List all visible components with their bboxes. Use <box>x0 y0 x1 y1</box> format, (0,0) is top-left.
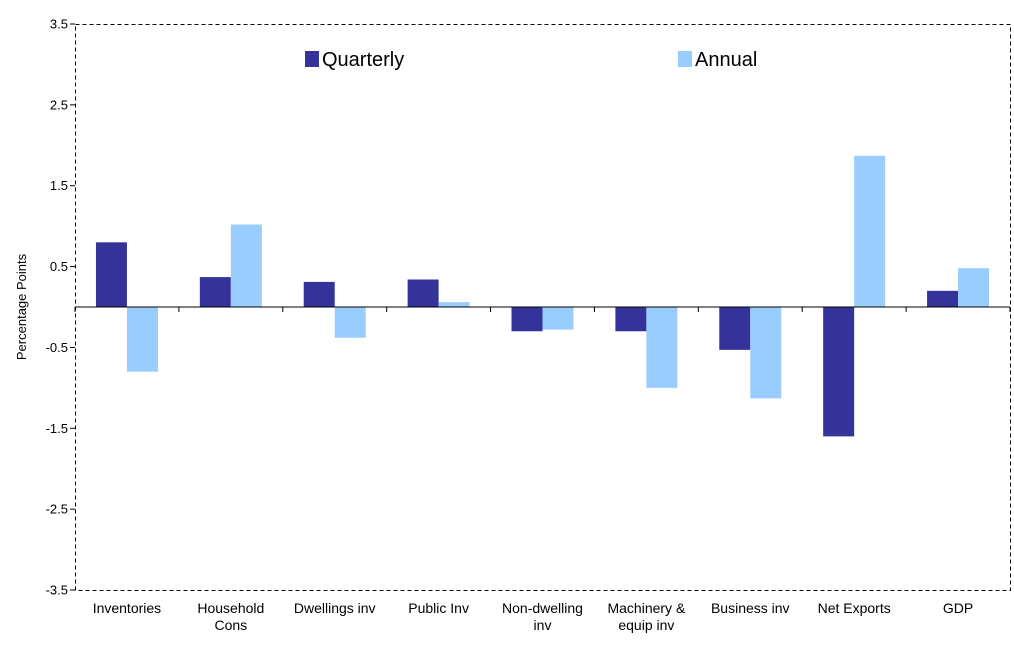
y-tick-label: 3.5 <box>50 17 68 32</box>
bar-quarterly-8 <box>927 290 959 307</box>
y-axis: 3.5 2.5 1.5 0.5 -0.5 -1.5 -2.5 -3.5 <box>46 17 75 598</box>
legend-swatch-quarterly <box>305 51 319 67</box>
bar-annual-0 <box>126 307 158 372</box>
bar-quarterly-2 <box>303 281 335 307</box>
x-tick-label: Inventories <box>93 600 161 616</box>
y-axis-label: Percentage Points <box>14 253 29 360</box>
y-tick-label: 0.5 <box>50 259 68 274</box>
bar-annual-7 <box>854 155 886 307</box>
bars <box>95 155 990 437</box>
y-tick-label: 2.5 <box>50 97 68 112</box>
bar-annual-5 <box>646 307 678 388</box>
y-tick-label: -1.5 <box>46 421 68 436</box>
legend-label-annual: Annual <box>695 49 757 71</box>
bar-annual-8 <box>958 268 990 307</box>
y-tick-label: -0.5 <box>46 340 68 355</box>
bar-quarterly-7 <box>823 307 855 437</box>
y-tick-label: -2.5 <box>46 502 68 517</box>
legend: Quarterly Annual <box>305 49 757 71</box>
bar-quarterly-4 <box>511 307 543 332</box>
y-tick-label: 1.5 <box>50 178 68 193</box>
bar-annual-6 <box>750 307 782 399</box>
x-tick-label: Dwellings inv <box>294 600 376 616</box>
y-tick-label: -3.5 <box>46 583 68 598</box>
bar-quarterly-1 <box>199 277 231 307</box>
x-tick-label: GDP <box>943 600 973 616</box>
bar-annual-2 <box>334 307 366 338</box>
x-tick-label: Business inv <box>711 600 790 616</box>
x-tick-label: Public Inv <box>408 600 469 616</box>
bar-annual-1 <box>230 224 262 307</box>
x-tick-label: Non-dwelling inv <box>502 600 583 633</box>
bar-quarterly-6 <box>719 307 751 350</box>
legend-label-quarterly: Quarterly <box>322 49 404 71</box>
x-axis-labels: Inventories Household Cons Dwellings inv Pub… <box>93 600 974 633</box>
bar-annual-4 <box>542 307 574 330</box>
bar-quarterly-3 <box>407 279 439 307</box>
bar-annual-3 <box>438 302 470 307</box>
bar-quarterly-5 <box>615 307 647 332</box>
x-tick-label: Household Cons <box>197 600 264 633</box>
x-tick-label: Machinery & equip inv <box>607 600 685 633</box>
zero-axis <box>74 306 1011 312</box>
legend-swatch-annual <box>678 51 692 67</box>
x-tick-label: Net Exports <box>818 600 891 616</box>
bar-quarterly-0 <box>95 242 127 307</box>
